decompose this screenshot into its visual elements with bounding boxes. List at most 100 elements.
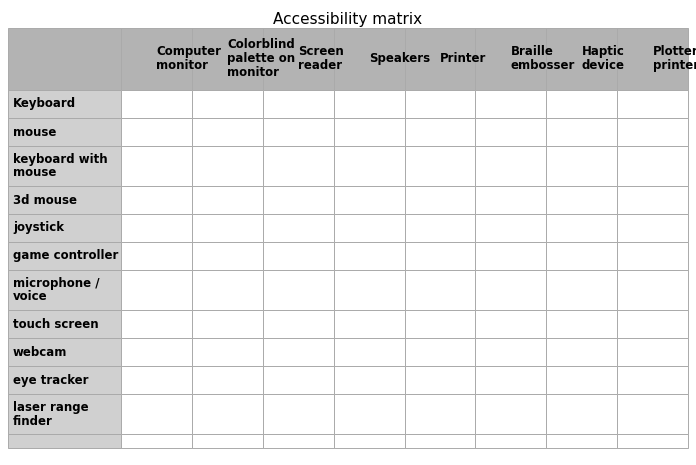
Bar [404, 186, 475, 214]
Bar [263, 434, 333, 448]
Bar [192, 270, 263, 310]
Bar [121, 310, 192, 338]
Text: Computer
monitor: Computer monitor [157, 46, 221, 73]
Bar [404, 310, 475, 338]
Bar [263, 214, 333, 242]
Bar [546, 338, 617, 366]
Text: joystick: joystick [13, 221, 64, 234]
Bar [8, 338, 121, 366]
Bar [404, 146, 475, 186]
Bar [475, 146, 546, 186]
Bar [8, 90, 121, 118]
Bar [617, 434, 688, 448]
Bar [121, 434, 192, 448]
Bar [404, 214, 475, 242]
Bar [333, 270, 404, 310]
Bar [617, 90, 688, 118]
Text: Speakers: Speakers [369, 53, 430, 66]
Bar [263, 186, 333, 214]
Bar [121, 214, 192, 242]
Bar [121, 338, 192, 366]
Bar [617, 310, 688, 338]
Bar [475, 242, 546, 270]
Bar [192, 310, 263, 338]
Text: touch screen: touch screen [13, 318, 99, 331]
Bar [546, 394, 617, 434]
Bar [475, 28, 546, 90]
Text: 3d mouse: 3d mouse [13, 193, 77, 206]
Text: Colorblind
palette on
monitor: Colorblind palette on monitor [228, 39, 295, 80]
Bar [8, 434, 121, 448]
Bar [404, 366, 475, 394]
Bar [192, 146, 263, 186]
Text: Printer: Printer [440, 53, 487, 66]
Bar [404, 118, 475, 146]
Bar [546, 28, 617, 90]
Text: laser range
finder: laser range finder [13, 400, 88, 427]
Bar [8, 186, 121, 214]
Bar [404, 28, 475, 90]
Bar [546, 186, 617, 214]
Bar [121, 90, 192, 118]
Bar [263, 242, 333, 270]
Bar [192, 90, 263, 118]
Bar [333, 28, 404, 90]
Bar [617, 270, 688, 310]
Bar [546, 90, 617, 118]
Bar [263, 118, 333, 146]
Text: eye tracker: eye tracker [13, 373, 88, 386]
Bar [121, 242, 192, 270]
Bar [263, 310, 333, 338]
Bar [475, 186, 546, 214]
Bar [263, 366, 333, 394]
Bar [192, 28, 263, 90]
Bar [333, 338, 404, 366]
Bar [546, 242, 617, 270]
Bar [263, 28, 333, 90]
Text: webcam: webcam [13, 345, 68, 359]
Bar [333, 118, 404, 146]
Bar [333, 146, 404, 186]
Bar [8, 146, 121, 186]
Bar [192, 118, 263, 146]
Bar [404, 270, 475, 310]
Bar [333, 434, 404, 448]
Bar [192, 242, 263, 270]
Bar [8, 310, 121, 338]
Bar [546, 366, 617, 394]
Text: Keyboard: Keyboard [13, 98, 76, 111]
Bar [121, 366, 192, 394]
Bar [617, 186, 688, 214]
Bar [617, 242, 688, 270]
Bar [404, 90, 475, 118]
Bar [192, 366, 263, 394]
Bar [475, 394, 546, 434]
Bar [333, 214, 404, 242]
Bar [8, 270, 121, 310]
Bar [333, 310, 404, 338]
Bar [475, 338, 546, 366]
Bar [333, 186, 404, 214]
Bar [8, 118, 121, 146]
Bar [121, 186, 192, 214]
Bar [546, 434, 617, 448]
Text: keyboard with
mouse: keyboard with mouse [13, 153, 108, 179]
Bar [8, 366, 121, 394]
Bar [333, 394, 404, 434]
Bar [263, 146, 333, 186]
Bar [475, 118, 546, 146]
Bar [121, 270, 192, 310]
Bar [546, 118, 617, 146]
Bar [617, 366, 688, 394]
Text: microphone /
voice: microphone / voice [13, 277, 100, 304]
Bar [617, 394, 688, 434]
Bar [546, 146, 617, 186]
Bar [121, 394, 192, 434]
Bar [617, 146, 688, 186]
Bar [8, 214, 121, 242]
Bar [263, 394, 333, 434]
Bar [192, 394, 263, 434]
Bar [475, 366, 546, 394]
Text: Haptic
device: Haptic device [582, 46, 625, 73]
Bar [546, 214, 617, 242]
